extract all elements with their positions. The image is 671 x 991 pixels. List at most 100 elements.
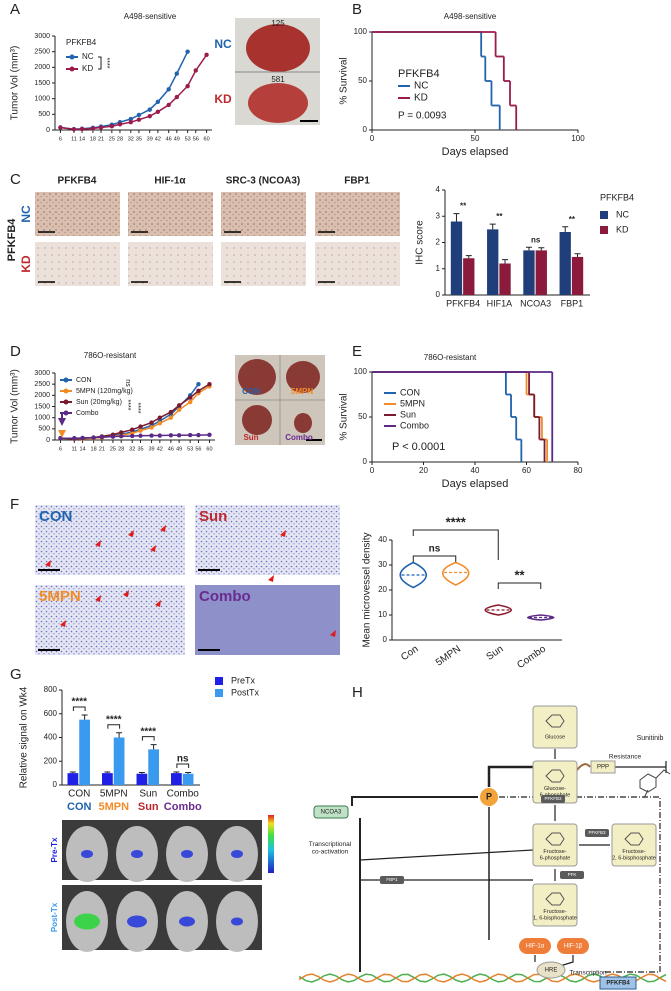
series-line	[60, 54, 208, 131]
x-tick-label: 14	[79, 136, 85, 142]
micrograph	[195, 585, 340, 655]
data-point	[72, 436, 77, 441]
node-label: Fructose-	[543, 849, 566, 855]
x-axis-label: Days elapsed	[442, 478, 509, 490]
data-point	[196, 388, 201, 394]
legend-label: NC	[82, 52, 94, 61]
violin	[484, 604, 513, 616]
y-axis-label: Relative signal on Wk4	[19, 686, 30, 788]
error-bar	[465, 255, 472, 259]
y-tick-label: 1500	[34, 80, 50, 87]
significance: **	[496, 212, 503, 221]
y-axis-label: % Survival	[339, 57, 350, 104]
x-tick-label: 50	[471, 134, 480, 143]
data-point	[185, 83, 190, 89]
significance: ****	[124, 400, 131, 411]
data-point	[110, 434, 116, 439]
data-point	[185, 49, 190, 54]
y-tick-label: 50	[358, 412, 367, 421]
significance: ****	[71, 697, 87, 708]
data-point	[174, 71, 180, 76]
legend-swatch	[215, 677, 223, 685]
y-tick-label: 4	[436, 185, 441, 194]
legend-label: PostTx	[231, 687, 260, 697]
x-tick-label: 21	[98, 136, 104, 142]
data-point	[147, 114, 152, 119]
data-point	[166, 102, 171, 108]
group-label: Sun	[243, 433, 258, 442]
significance-bracket	[141, 736, 155, 741]
hre	[536, 961, 566, 979]
node-box	[590, 760, 616, 774]
significance-bracket	[412, 555, 457, 562]
x-tick-label: 0	[370, 466, 375, 475]
x-tick-label: 53	[185, 136, 191, 142]
legend-swatch	[215, 689, 223, 697]
data-point	[119, 430, 124, 435]
data-point	[196, 432, 201, 438]
legend-marker	[63, 377, 69, 383]
micrograph-label: CON	[39, 508, 72, 525]
sugar-ring	[545, 769, 565, 783]
y-tick-label: 400	[44, 733, 58, 742]
sugar-ring	[545, 832, 565, 846]
data-point	[157, 433, 163, 438]
y-axis-label: IHC score	[415, 220, 426, 265]
vessel-arrowhead	[330, 630, 336, 637]
data-point	[174, 94, 180, 100]
node-label: Fructose-	[622, 849, 645, 855]
y-axis-label: Tumor Vol (mm³)	[10, 369, 21, 444]
significance: ****	[103, 58, 110, 69]
data-point	[91, 435, 96, 440]
ihc-image	[128, 192, 213, 236]
group-label: KD	[214, 92, 232, 106]
ihc-image	[221, 192, 306, 236]
x-tick-label: CON	[68, 789, 90, 800]
color-bar	[268, 815, 274, 873]
signal-blob	[179, 916, 195, 927]
panel-label: G	[10, 666, 22, 683]
x-tick-label: 42	[155, 136, 161, 142]
significance: ns	[531, 235, 541, 244]
error-bar	[116, 732, 123, 738]
significance: ****	[140, 726, 156, 737]
node-label: Glucose	[545, 734, 565, 740]
group-label: 5MPN	[98, 801, 129, 813]
data-point	[207, 432, 212, 438]
legend-marker	[69, 54, 75, 60]
y-tick-label: 1500	[34, 403, 50, 410]
data-point	[138, 424, 143, 429]
node-label: HRE	[545, 968, 558, 974]
y-tick-label: 2500	[34, 381, 50, 388]
node-label: 2, 6-bisphosphate	[612, 856, 656, 862]
column-title: HIF-1α	[154, 176, 186, 187]
y-tick-label: 0	[46, 437, 50, 444]
legend-swatch	[600, 226, 608, 234]
sunitinib-structure	[639, 769, 671, 799]
significance: ns	[429, 544, 441, 555]
node-label: Fructose-	[543, 909, 566, 915]
legend-label: CON	[400, 387, 420, 397]
x-axis-label: Days elapsed	[442, 146, 509, 158]
node-label: PFK	[568, 872, 577, 877]
row-label: KD	[19, 255, 33, 273]
coactivator	[313, 805, 349, 819]
x-tick-label: 25	[109, 136, 115, 142]
tumor	[242, 405, 272, 435]
y-tick-label: 500	[38, 111, 50, 118]
x-tick-label: 46	[166, 136, 172, 142]
panel-label: H	[352, 684, 363, 701]
group-label: CON	[67, 801, 92, 813]
node-label: NCOA3	[321, 810, 342, 816]
significance: ns	[124, 379, 131, 387]
x-tick-label: 42	[157, 446, 163, 452]
significance: ns	[177, 754, 189, 765]
y-tick-label: 0	[436, 290, 441, 299]
micrograph-label: Sun	[199, 508, 227, 525]
data-point	[149, 425, 154, 430]
significance-bracket	[72, 706, 86, 711]
x-tick-label: 32	[128, 136, 134, 142]
x-tick-label: 18	[90, 136, 96, 142]
pathway-edge	[576, 763, 591, 771]
tumor	[246, 24, 310, 72]
